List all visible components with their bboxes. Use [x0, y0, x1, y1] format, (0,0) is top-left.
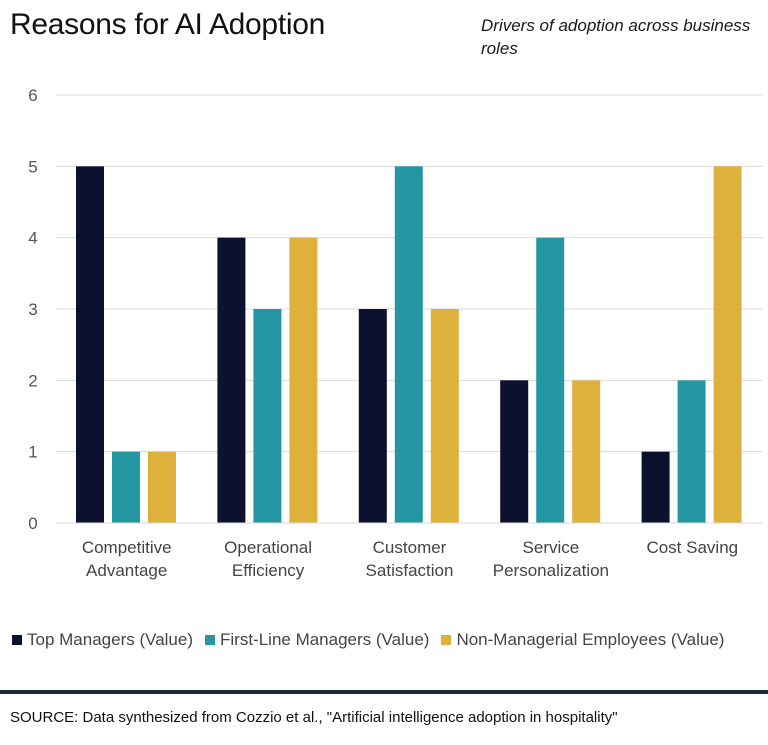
x-tick-label: Personalization [493, 561, 609, 580]
bar [358, 309, 387, 523]
y-tick-label: 4 [28, 229, 37, 248]
legend-item: Top Managers (Value) [12, 630, 193, 650]
legend-item: First-Line Managers (Value) [205, 630, 429, 650]
bar [76, 166, 104, 524]
legend-swatch [12, 635, 22, 645]
bar [217, 237, 246, 523]
y-tick-label: 3 [28, 300, 37, 319]
bar [536, 237, 565, 523]
bar-chart: 0 1 2 3 4 5 6 Competitive Advantage Operational Ef… [28, 86, 763, 580]
bar [677, 380, 706, 523]
legend-label: Non-Managerial Employees (Value) [456, 630, 725, 649]
bar [148, 451, 176, 523]
legend-swatch [441, 635, 452, 645]
x-tick-label: Customer [373, 538, 447, 557]
bar [430, 309, 459, 523]
legend-swatch [205, 635, 215, 645]
y-tick-label: 1 [28, 443, 37, 462]
y-tick-label: 0 [28, 514, 37, 533]
x-tick-label: Service [523, 538, 580, 557]
bar [641, 451, 670, 523]
x-tick-label: Cost Saving [646, 538, 738, 557]
x-tick-label: Advantage [86, 561, 167, 580]
x-tick-label: Competitive [82, 538, 172, 557]
x-tick-label: Satisfaction [366, 561, 454, 580]
bar [394, 166, 423, 524]
legend-label: Top Managers (Value) [27, 630, 193, 649]
bar [112, 451, 140, 523]
y-tick-label: 6 [28, 86, 37, 105]
bar [253, 309, 282, 523]
x-tick-label: Operational [224, 538, 312, 557]
bar [289, 237, 318, 523]
x-tick-label: Efficiency [232, 561, 305, 580]
chart-title: Reasons for AI Adoption [10, 8, 325, 41]
divider [0, 690, 768, 694]
bar [572, 380, 601, 523]
legend: Top Managers (Value) First-Line Managers … [12, 630, 762, 650]
y-tick-label: 5 [28, 157, 37, 176]
legend-label: First-Line Managers (Value) [220, 630, 430, 649]
source-note: SOURCE: Data synthesized from Cozzio et … [10, 709, 618, 726]
y-tick-label: 2 [28, 371, 37, 390]
bar [500, 380, 529, 523]
bar [713, 166, 742, 524]
legend-item: Non-Managerial Employees (Value) [441, 630, 724, 650]
chart-subtitle: Drivers of adoption across business role… [481, 16, 751, 58]
